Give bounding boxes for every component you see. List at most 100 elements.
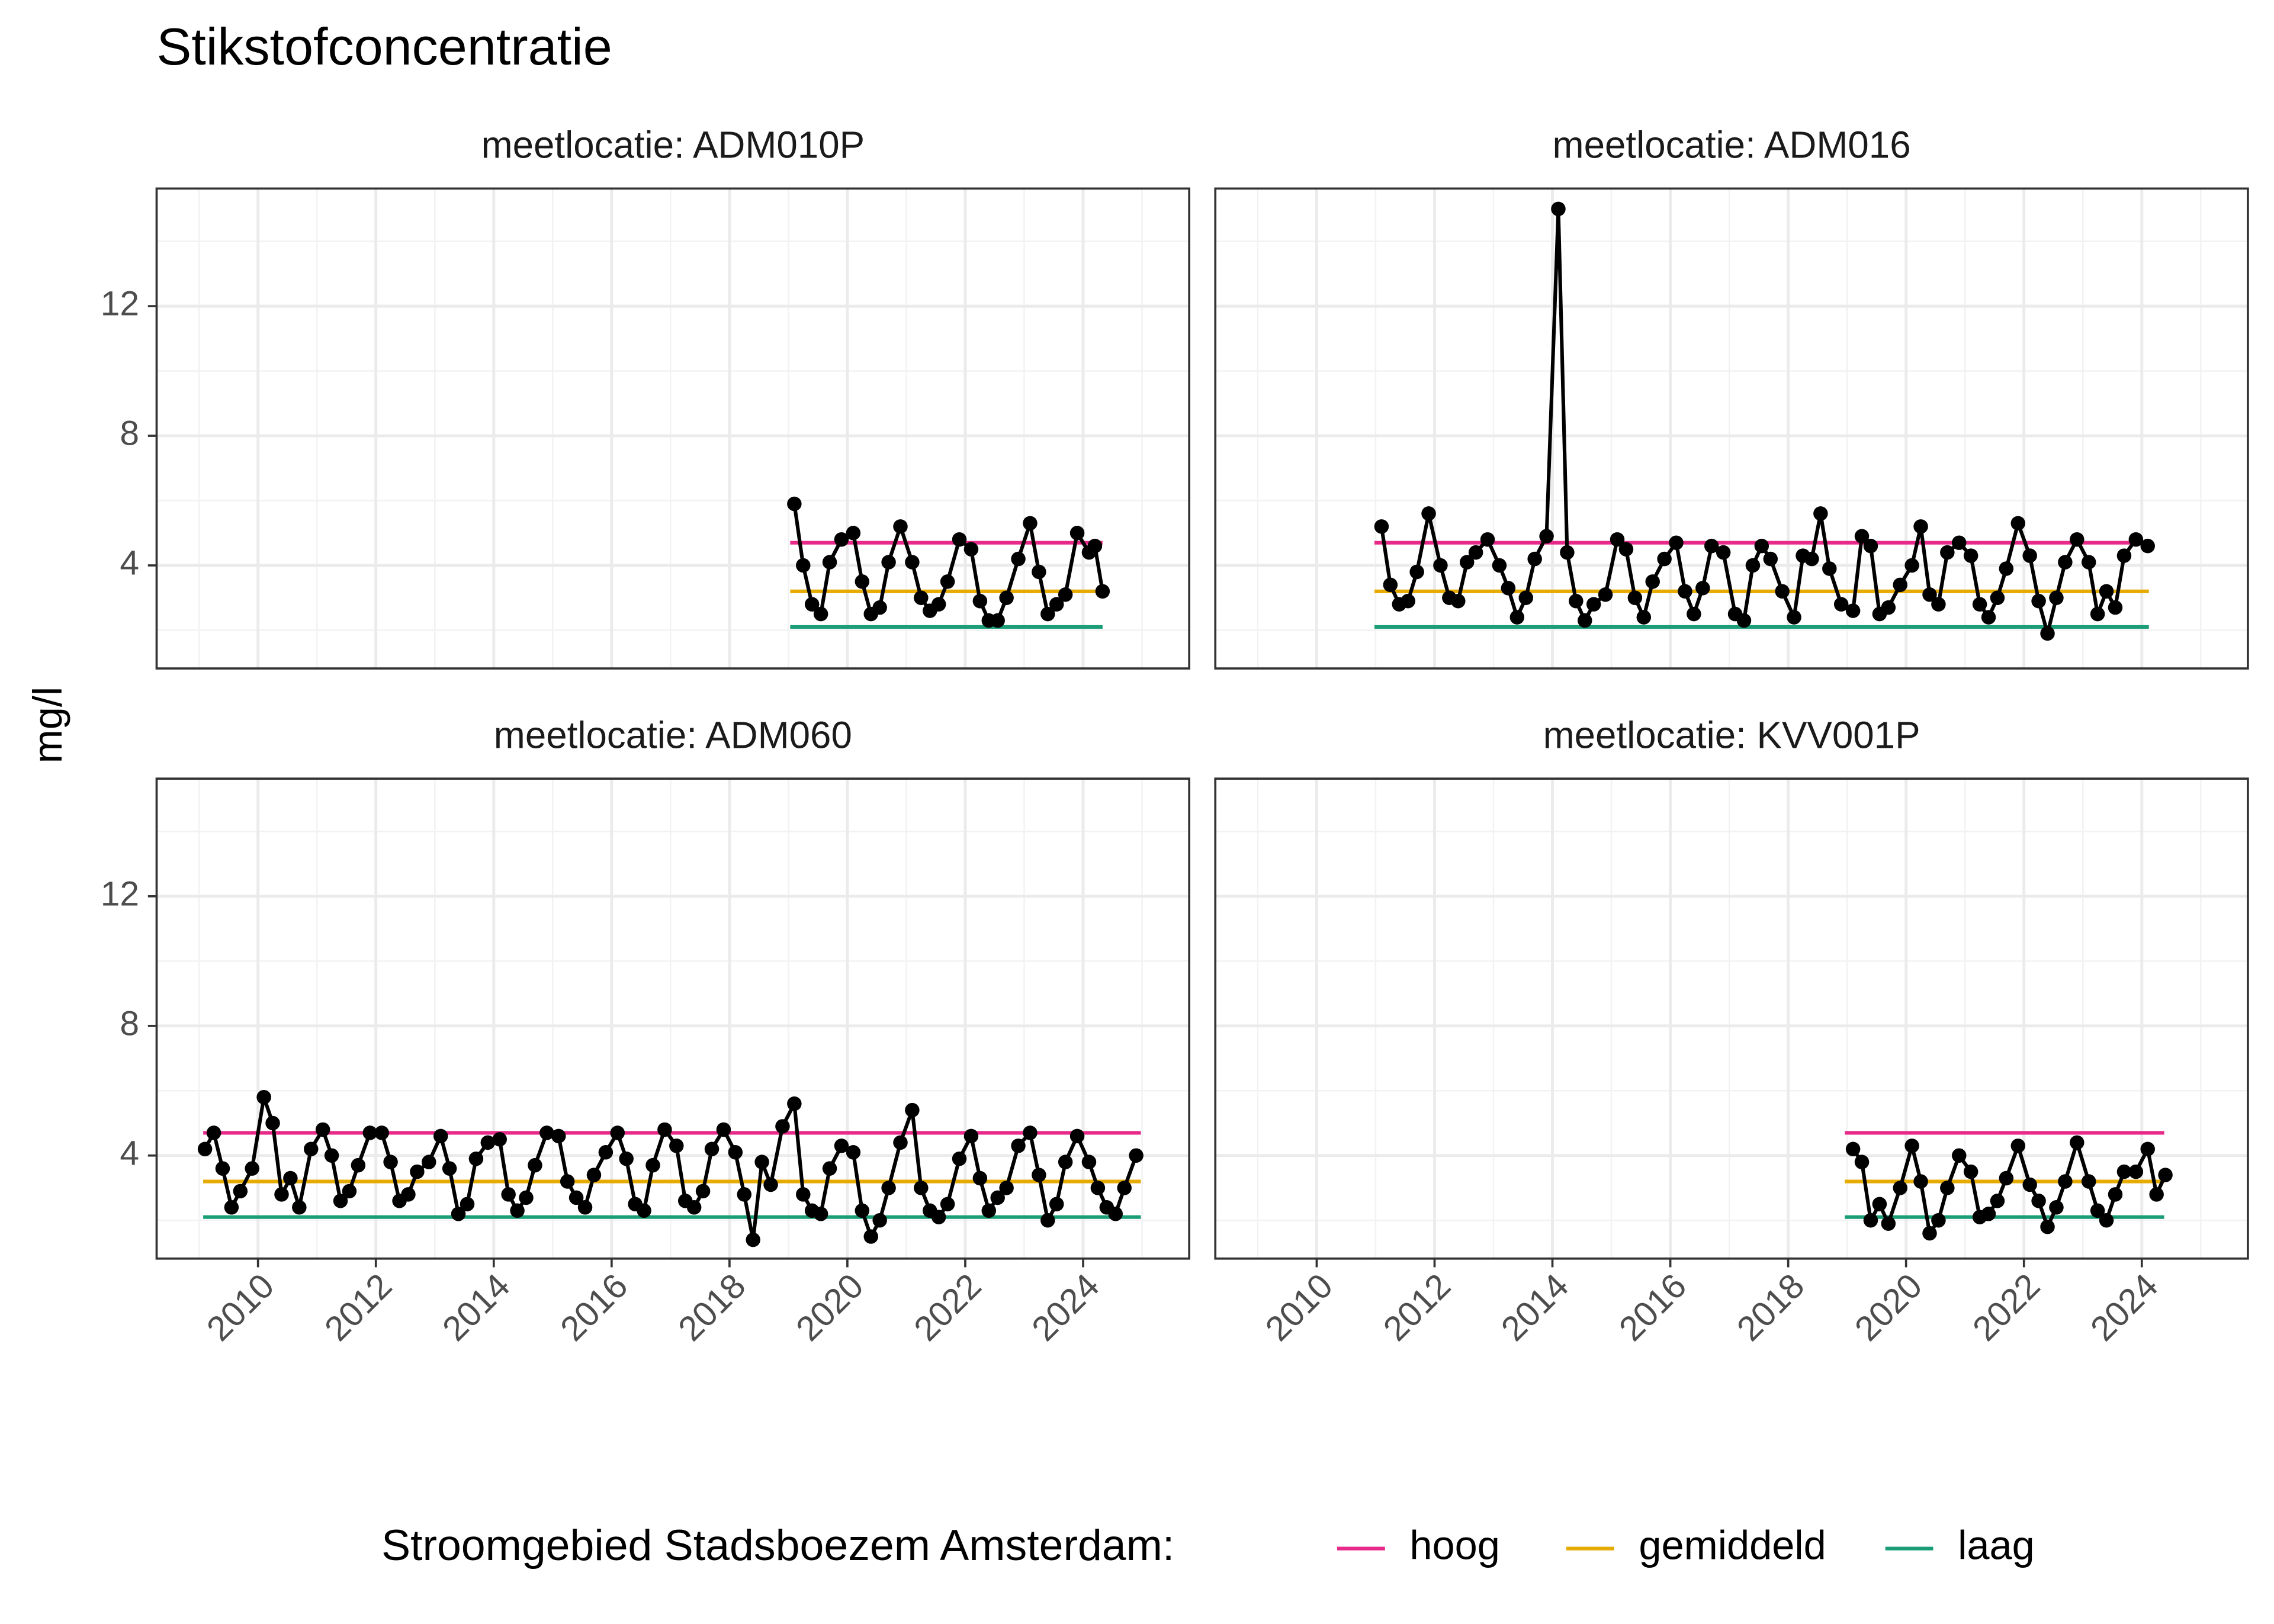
data-point	[1645, 574, 1660, 589]
data-point	[2108, 600, 2123, 615]
data-point	[1032, 1168, 1046, 1182]
data-point	[1893, 577, 1907, 593]
data-point	[716, 1122, 731, 1137]
data-point	[1374, 519, 1389, 534]
data-point	[1040, 606, 1055, 622]
data-point	[1069, 1128, 1085, 1144]
data-point	[410, 1164, 425, 1179]
data-point	[1952, 1148, 1967, 1163]
data-point	[274, 1187, 289, 1202]
data-point	[2031, 593, 2046, 609]
data-point	[775, 1119, 790, 1134]
data-point	[2070, 532, 2084, 547]
data-point	[1501, 581, 1516, 596]
data-point	[746, 1232, 760, 1247]
data-point	[1833, 597, 1849, 612]
data-point	[1872, 1197, 1887, 1212]
y-tick-label: 8	[120, 414, 139, 453]
data-point	[2140, 538, 2155, 554]
data-point	[1716, 545, 1731, 560]
data-point	[1409, 564, 1424, 580]
data-point	[1863, 538, 1878, 554]
data-point	[2090, 1203, 2105, 1218]
data-point	[999, 590, 1014, 605]
data-point	[893, 1135, 908, 1150]
data-point	[1990, 590, 2005, 605]
data-point	[586, 1168, 602, 1182]
data-point	[914, 590, 929, 605]
data-point	[931, 1210, 946, 1224]
data-point	[1963, 548, 1978, 563]
data-point	[855, 1203, 870, 1218]
data-point	[1854, 529, 1870, 544]
data-point	[813, 606, 828, 622]
legend-label: gemiddeld	[1639, 1523, 1826, 1568]
data-point	[333, 1194, 348, 1208]
data-point	[1813, 506, 1828, 521]
data-point	[560, 1174, 575, 1189]
data-point	[1754, 538, 1769, 554]
data-point	[822, 555, 837, 570]
data-point	[1011, 1139, 1026, 1153]
data-point	[1618, 542, 1634, 557]
y-tick-label: 12	[101, 874, 139, 913]
data-point	[645, 1157, 660, 1173]
data-point	[315, 1122, 330, 1137]
data-point	[1383, 577, 1398, 593]
data-point	[787, 1096, 802, 1111]
data-point	[881, 1181, 896, 1195]
data-point	[610, 1125, 625, 1140]
data-point	[940, 1197, 955, 1212]
data-point	[695, 1184, 711, 1199]
data-point	[1940, 545, 1955, 560]
panel-border	[1214, 187, 2249, 670]
data-point	[963, 1128, 979, 1144]
data-point	[1023, 1125, 1038, 1140]
data-point	[1922, 587, 1937, 602]
data-point	[1095, 584, 1110, 599]
data-point	[796, 558, 811, 573]
data-point	[2128, 532, 2144, 547]
data-point	[990, 613, 1005, 628]
data-point	[952, 532, 967, 547]
y-tick-label: 4	[120, 1134, 139, 1172]
data-point	[401, 1187, 416, 1202]
data-point	[224, 1200, 239, 1215]
data-point	[1117, 1181, 1132, 1195]
data-point	[846, 1145, 861, 1160]
data-point	[1904, 1139, 1919, 1153]
data-point	[1822, 561, 1837, 576]
data-point	[1509, 610, 1525, 625]
data-point	[1058, 587, 1073, 602]
data-point	[2108, 1187, 2123, 1202]
data-point	[1518, 590, 1533, 605]
data-point	[1129, 1148, 1144, 1163]
data-point	[2049, 1200, 2064, 1215]
data-point	[598, 1145, 614, 1160]
data-point	[2140, 1141, 2155, 1157]
data-point	[551, 1128, 566, 1144]
data-point	[1578, 613, 1592, 628]
data-point	[914, 1181, 929, 1195]
data-point	[1695, 581, 1710, 596]
facet-label: meetlocatie: ADM016	[1553, 124, 1911, 166]
data-point	[2116, 1164, 2132, 1179]
data-point	[737, 1187, 751, 1202]
data-point	[292, 1200, 307, 1215]
data-point	[1657, 551, 1672, 567]
data-point	[383, 1155, 398, 1169]
data-point	[362, 1125, 378, 1140]
data-point	[728, 1145, 743, 1160]
data-point	[1952, 535, 1967, 550]
data-point	[796, 1187, 811, 1202]
data-point	[763, 1177, 778, 1192]
data-point	[351, 1157, 366, 1173]
data-point	[787, 496, 802, 512]
data-point	[2049, 590, 2064, 605]
data-point	[1459, 555, 1475, 570]
data-point	[1775, 584, 1790, 599]
data-point	[1069, 526, 1085, 541]
data-point	[1999, 561, 2014, 576]
